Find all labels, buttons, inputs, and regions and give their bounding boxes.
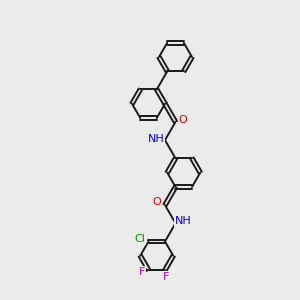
Text: NH: NH <box>175 216 191 226</box>
Text: F: F <box>139 266 145 277</box>
Text: NH: NH <box>148 134 164 144</box>
Text: Cl: Cl <box>134 234 145 244</box>
Text: F: F <box>163 272 170 282</box>
Text: O: O <box>178 116 188 125</box>
Text: O: O <box>152 197 161 207</box>
